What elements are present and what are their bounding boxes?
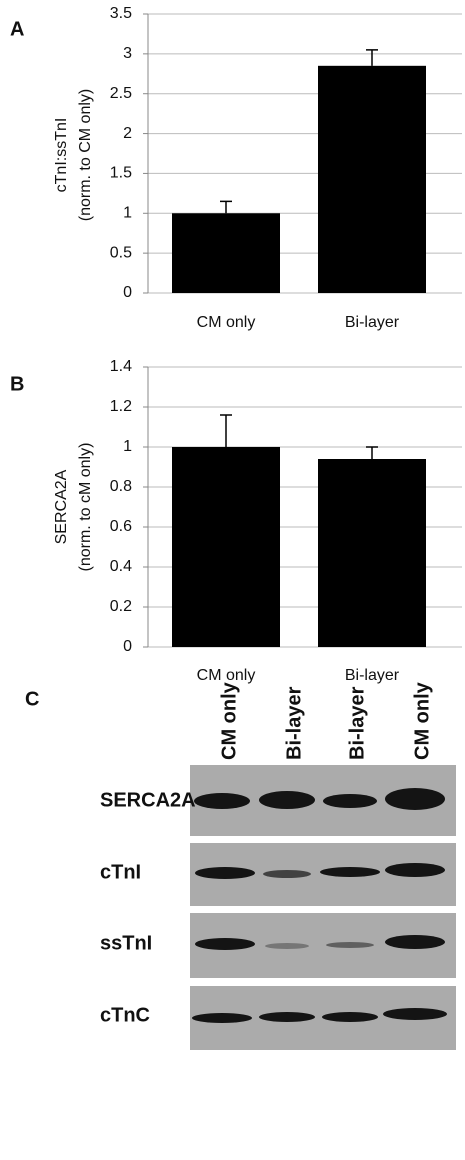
error-bar bbox=[220, 201, 232, 213]
y-tick-label: 1.5 bbox=[110, 165, 132, 182]
band bbox=[259, 1012, 315, 1022]
y-tick-label: 0.8 bbox=[110, 478, 132, 495]
x-tick-label: Bi-layer bbox=[345, 314, 400, 331]
figure: C CM only Bi-layer Bi-layer CM only SERCA2A c… bbox=[0, 0, 465, 1160]
band bbox=[322, 1012, 378, 1022]
y-tick-label: 1 bbox=[123, 205, 132, 222]
y-axis-label: cTnI:ssTnI bbox=[53, 118, 70, 193]
panel-label: C bbox=[25, 688, 39, 710]
lane-label: Bi-layer bbox=[283, 686, 305, 760]
band bbox=[265, 943, 309, 949]
x-tick-label: CM only bbox=[197, 314, 256, 331]
y-tick-label: 0.4 bbox=[110, 558, 132, 575]
bar bbox=[318, 459, 426, 647]
bar bbox=[172, 447, 280, 647]
y-axis-label: (norm. to CM only) bbox=[77, 89, 94, 221]
band bbox=[383, 1008, 447, 1020]
bar bbox=[318, 66, 426, 293]
lane-label: Bi-layer bbox=[346, 686, 368, 760]
western-blot: C CM only Bi-layer Bi-layer CM only SERCA2A c… bbox=[25, 681, 456, 1050]
lane-label: CM only bbox=[411, 681, 433, 760]
y-tick-label: 0.5 bbox=[110, 244, 132, 261]
row-label: cTnC bbox=[100, 1004, 150, 1026]
band bbox=[385, 863, 445, 877]
band bbox=[385, 935, 445, 949]
y-tick-label: 1 bbox=[123, 438, 132, 455]
y-tick-label: 1.2 bbox=[110, 398, 132, 415]
error-bar bbox=[366, 50, 378, 66]
panel-label: B bbox=[10, 373, 24, 395]
panel-label: A bbox=[10, 18, 24, 40]
error-bar bbox=[220, 415, 232, 447]
band bbox=[195, 867, 255, 879]
band bbox=[323, 794, 377, 808]
band bbox=[192, 1013, 252, 1023]
band bbox=[320, 867, 380, 877]
band bbox=[195, 938, 255, 950]
lane-label: CM only bbox=[218, 681, 240, 760]
band bbox=[259, 791, 315, 809]
row-label: ssTnI bbox=[100, 932, 152, 954]
bar bbox=[172, 213, 280, 293]
band bbox=[385, 788, 445, 810]
x-tick-label: Bi-layer bbox=[345, 667, 400, 684]
band bbox=[263, 870, 311, 878]
band bbox=[194, 793, 250, 809]
y-tick-label: 0.6 bbox=[110, 518, 132, 535]
y-tick-label: 3 bbox=[123, 45, 132, 62]
y-tick-label: 0 bbox=[123, 638, 132, 655]
error-bar bbox=[366, 447, 378, 459]
y-tick-label: 1.4 bbox=[110, 358, 132, 375]
y-axis-label: (norm. to cM only) bbox=[77, 443, 94, 572]
row-label: SERCA2A bbox=[100, 789, 196, 811]
y-tick-label: 2.5 bbox=[110, 85, 132, 102]
y-tick-label: 3.5 bbox=[110, 5, 132, 22]
y-tick-label: 2 bbox=[123, 125, 132, 142]
x-tick-label: CM only bbox=[197, 667, 256, 684]
y-tick-label: 0.2 bbox=[110, 598, 132, 615]
band bbox=[326, 942, 374, 948]
y-axis-label: SERCA2A bbox=[53, 469, 70, 544]
y-tick-label: 0 bbox=[123, 284, 132, 301]
row-label: cTnI bbox=[100, 861, 141, 883]
